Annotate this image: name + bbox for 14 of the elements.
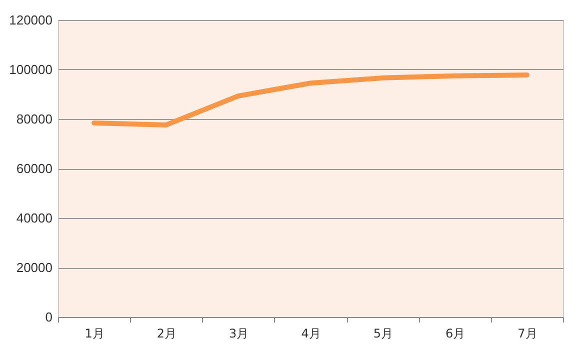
x-tick-label: 6月: [445, 326, 466, 340]
y-tick-label: 120000: [9, 12, 52, 28]
x-tick-label: 7月: [518, 326, 538, 340]
x-tick-label: 5月: [373, 326, 393, 340]
x-tick-label: 2月: [156, 326, 177, 340]
x-tick-label: 4月: [301, 326, 321, 340]
y-tick-label: 0: [45, 310, 52, 324]
y-tick-label: 100000: [9, 62, 52, 77]
x-tick-label: 3月: [229, 326, 249, 340]
y-tick-label: 60000: [16, 161, 52, 176]
y-tick-label: 20000: [16, 260, 52, 275]
y-tick-label: 40000: [16, 210, 52, 226]
x-tick-label: 1月: [84, 326, 104, 340]
y-tick-label: 80000: [16, 112, 52, 126]
